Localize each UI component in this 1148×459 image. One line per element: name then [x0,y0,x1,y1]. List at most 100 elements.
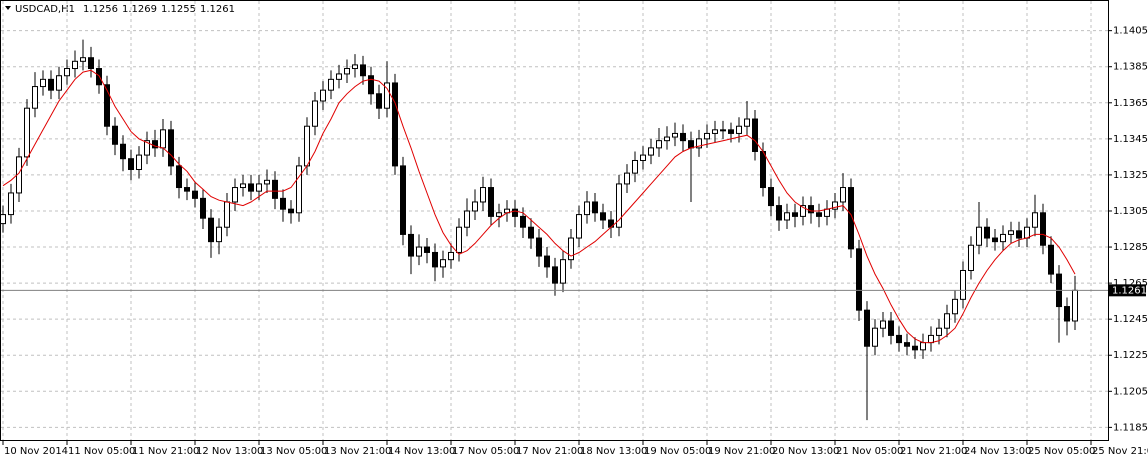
y-tick-label: 1.1305 [1113,206,1148,217]
candle-body [304,125,310,167]
candle-body [696,138,702,149]
candle-body [896,334,902,344]
header-value: 1.1256 [83,4,118,15]
candle-body [632,159,638,174]
candle-body [688,140,694,149]
candle-body [808,205,814,214]
candle-body [448,251,454,261]
candle-body [104,84,110,127]
candle-body [360,64,366,77]
candle-body [56,75,62,91]
candle-body [216,226,222,243]
candle-body [976,226,982,246]
candle-body [0,214,6,225]
candle-body [640,154,646,161]
candle-body [584,201,590,216]
candle-body [568,237,574,261]
candle-body [672,132,678,138]
y-tick-label: 1.1225 [1113,350,1148,361]
candle-body [848,187,854,250]
x-tick-label: 13 Nov 05:00 [260,446,327,457]
candle-body [528,226,534,239]
y-tick-label: 1.1185 [1113,422,1148,433]
candle-body [48,78,54,91]
x-tick-label: 21 Nov 21:00 [900,446,967,457]
candle-body [536,237,542,257]
x-tick-label: 21 Nov 05:00 [836,446,903,457]
candle-body [328,78,334,91]
header-value: 1.1261 [200,4,235,15]
candle-body [224,201,230,228]
candle-body [544,255,550,268]
candle-body [648,147,654,156]
candle-body [80,57,86,62]
candle-body [192,190,198,199]
x-tick-label: 25 Nov 05:00 [1028,446,1095,457]
candle-body [176,165,182,189]
candle-body [560,259,566,284]
candle-body [248,183,254,192]
candle-body [1040,212,1046,246]
candle-body [832,201,838,210]
candle-body [136,154,142,171]
candle-body [232,187,238,203]
candle-body [320,89,326,102]
candle-body [888,320,894,336]
y-tick-label: 1.1385 [1113,62,1148,73]
candle-body [592,201,598,214]
y-tick-label: 1.1345 [1113,134,1148,145]
candle-body [408,233,414,257]
y-tick-label: 1.1265 [1113,278,1148,289]
x-tick-label: 25 Nov 21:00 [1092,446,1148,457]
candle-body [480,187,486,203]
candle-body [960,269,966,300]
candle-body [24,107,30,158]
x-tick-label: 17 Nov 21:00 [516,446,583,457]
candle-body [144,140,150,156]
candle-body [872,327,878,347]
x-tick-label: 20 Nov 13:00 [772,446,839,457]
y-tick-label: 1.1205 [1113,386,1148,397]
candle-body [760,150,766,189]
candle-body [1000,233,1006,243]
candle-body [616,183,622,228]
candle-body [424,246,430,253]
y-tick-label: 1.1245 [1113,314,1148,325]
candle-body [184,187,190,192]
candle-body [200,197,206,219]
candle-body [600,212,606,221]
candle-body [1032,212,1038,228]
x-tick-label: 14 Nov 13:00 [388,446,455,457]
candle-body [952,298,958,315]
candle-body [344,68,350,75]
x-tick-label: 11 Nov 05:00 [68,446,135,457]
candle-body [984,226,990,239]
x-tick-label: 18 Nov 13:00 [580,446,647,457]
y-tick-label: 1.1365 [1113,98,1148,109]
candle-body [904,342,910,347]
y-tick-label: 1.1405 [1113,26,1148,37]
candle-body [376,93,382,109]
candle-body [800,205,806,217]
candle-body [128,158,134,171]
candle-body [472,201,478,212]
header-value: 1.1269 [122,4,157,15]
candle-body [992,237,998,243]
candle-body [336,73,342,80]
x-tick-label: 10 Nov 2014 [4,446,68,457]
candle-body [768,187,774,207]
candle-body [280,197,286,210]
candle-body [288,208,294,214]
candle-body [264,179,270,185]
candle-body [920,342,926,351]
candle-body [880,320,886,329]
candle-body [1008,230,1014,235]
candle-body [664,136,670,142]
candle-body [968,244,974,271]
candle-body [576,214,582,239]
candle-body [152,140,158,149]
plot-frame [0,0,1109,441]
candle-body [496,212,502,217]
